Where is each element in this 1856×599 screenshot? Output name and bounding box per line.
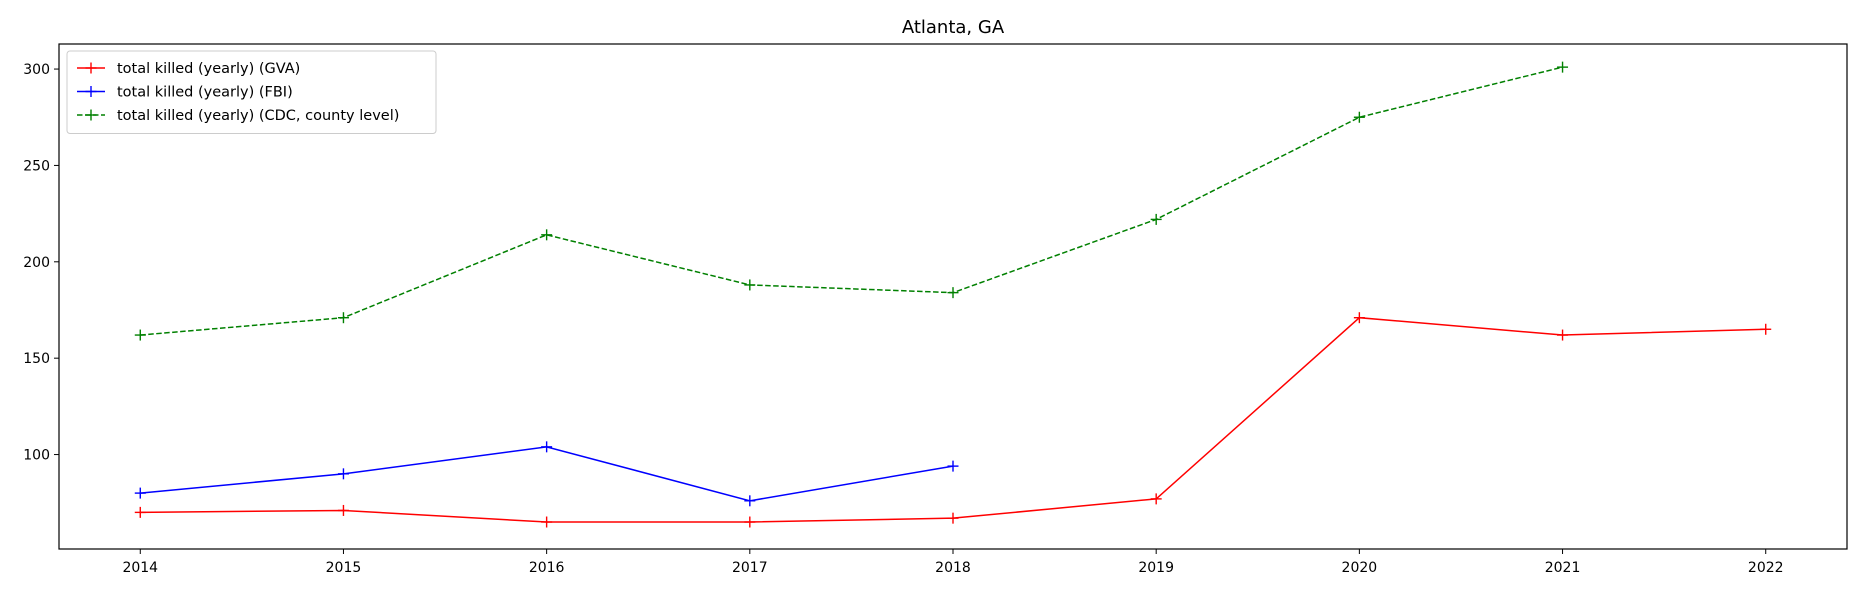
y-tick-label-150: 150 [23, 351, 50, 367]
legend-box [66, 50, 437, 134]
data-point-total-killed-yearly-gva-2017 [744, 516, 756, 528]
y-tick-label-300: 300 [23, 62, 50, 78]
series-line-total-killed-yearly-cdc-county-level [140, 66, 1563, 336]
data-point-total-killed-yearly-cdc-county-level-2018 [947, 287, 959, 299]
data-point-total-killed-yearly-gva-2014 [134, 506, 146, 518]
y-axis: 100 150 200 250 300 [23, 62, 59, 464]
x-tick-label-2014: 2014 [122, 560, 158, 576]
legend-marker-total-killed-yearly-fbi [85, 86, 97, 97]
legend-label-total-killed-yearly-fbi: total killed (yearly) (FBI) [117, 85, 293, 101]
data-point-total-killed-yearly-gva-2015 [337, 504, 349, 516]
series-total-killed-yearly-fbi [134, 441, 959, 507]
legend-item-total-killed-yearly-fbi: total killed (yearly) (FBI) [77, 85, 293, 101]
legend-label-total-killed-yearly-gva: total killed (yearly) (GVA) [117, 61, 300, 77]
data-point-total-killed-yearly-cdc-county-level-2016 [541, 229, 553, 241]
data-point-total-killed-yearly-cdc-county-level-2015 [337, 312, 349, 324]
legend-item-total-killed-yearly-cdc-county-level: total killed (yearly) (CDC, county level… [77, 108, 399, 124]
data-point-total-killed-yearly-fbi-2016 [541, 441, 553, 453]
plot-area [134, 61, 1772, 528]
data-point-total-killed-yearly-cdc-county-level-2014 [134, 329, 146, 341]
legend: total killed (yearly) (GVA) total killed … [66, 50, 437, 134]
legend-item-total-killed-yearly-gva: total killed (yearly) (GVA) [77, 61, 300, 77]
data-point-total-killed-yearly-fbi-2014 [134, 487, 146, 499]
x-tick-label-2015: 2015 [326, 560, 362, 576]
x-tick-label-2018: 2018 [935, 560, 971, 576]
x-tick-label-2017: 2017 [732, 560, 768, 576]
legend-label-total-killed-yearly-cdc-county-level: total killed (yearly) (CDC, county level… [117, 108, 399, 124]
x-tick-label-2022: 2022 [1748, 560, 1784, 576]
data-point-total-killed-yearly-cdc-county-level-2019 [1150, 213, 1162, 225]
data-point-total-killed-yearly-cdc-county-level-2021 [1557, 61, 1569, 73]
data-point-total-killed-yearly-fbi-2018 [947, 460, 959, 472]
data-point-total-killed-yearly-fbi-2015 [337, 468, 349, 480]
series-line-total-killed-yearly-gva [140, 316, 1766, 523]
data-point-total-killed-yearly-gva-2022 [1760, 323, 1772, 335]
data-point-total-killed-yearly-gva-2020 [1353, 312, 1365, 324]
data-point-total-killed-yearly-gva-2018 [947, 512, 959, 524]
x-tick-label-2020: 2020 [1342, 560, 1378, 576]
x-tick-label-2016: 2016 [529, 560, 565, 576]
legend-marker-total-killed-yearly-cdc-county-level [85, 109, 97, 121]
series-line-total-killed-yearly-fbi [140, 446, 954, 502]
data-point-total-killed-yearly-gva-2019 [1150, 493, 1162, 505]
y-tick-label-100: 100 [23, 448, 50, 464]
x-tick-label-2021: 2021 [1545, 560, 1581, 576]
data-point-total-killed-yearly-gva-2021 [1557, 329, 1569, 341]
data-point-total-killed-yearly-cdc-county-level-2017 [744, 279, 756, 291]
x-tick-label-2019: 2019 [1138, 560, 1174, 576]
data-point-total-killed-yearly-fbi-2017 [744, 495, 756, 507]
legend-marker-total-killed-yearly-gva [85, 62, 97, 74]
data-point-total-killed-yearly-cdc-county-level-2020 [1353, 111, 1365, 123]
series-total-killed-yearly-cdc-county-level [134, 61, 1569, 341]
data-point-total-killed-yearly-gva-2016 [541, 516, 553, 528]
x-axis: 2014 2015 2016 2017 2018 2019 2020 2021 2022 [122, 549, 1784, 576]
y-tick-label-250: 250 [23, 158, 50, 174]
series-total-killed-yearly-gva [134, 312, 1772, 528]
y-tick-label-200: 200 [23, 255, 50, 271]
axes: 2014 2015 2016 2017 2018 2019 2020 2021 20221001… [23, 62, 1783, 576]
chart-title: Atlanta, GA [902, 17, 1005, 38]
